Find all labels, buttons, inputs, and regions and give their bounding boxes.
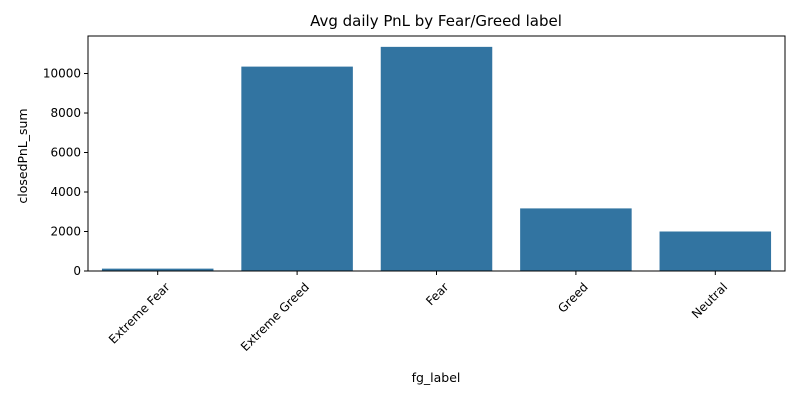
x-axis-ticks: Extreme Fear Extreme Greed Fear Greed Neutra… (106, 271, 730, 354)
x-axis-label: fg_label (412, 370, 461, 385)
x-tick-label: Extreme Fear (106, 280, 173, 347)
y-axis-ticks: 0 2000 4000 6000 8000 10000 (43, 67, 88, 278)
y-axis-label: closedPnL_sum (15, 108, 30, 203)
bar (659, 231, 772, 271)
y-tick-label: 8000 (50, 106, 81, 120)
x-tick-label: Fear (423, 280, 451, 308)
y-tick-label: 10000 (43, 67, 81, 81)
chart-title: Avg daily PnL by Fear/Greed label (310, 12, 562, 30)
y-tick-label: 0 (73, 264, 81, 278)
y-tick-label: 2000 (50, 225, 81, 239)
bar (101, 268, 214, 271)
bar (241, 66, 353, 271)
y-tick-label: 4000 (50, 185, 81, 199)
y-tick-label: 6000 (50, 146, 81, 160)
bar (520, 208, 632, 271)
x-tick-label: Extreme Greed (238, 280, 312, 354)
plot-frame (87, 35, 786, 272)
x-tick-label: Greed (555, 280, 591, 316)
bar (380, 46, 493, 271)
x-tick-label: Neutral (689, 280, 730, 321)
bars-group (101, 46, 772, 271)
